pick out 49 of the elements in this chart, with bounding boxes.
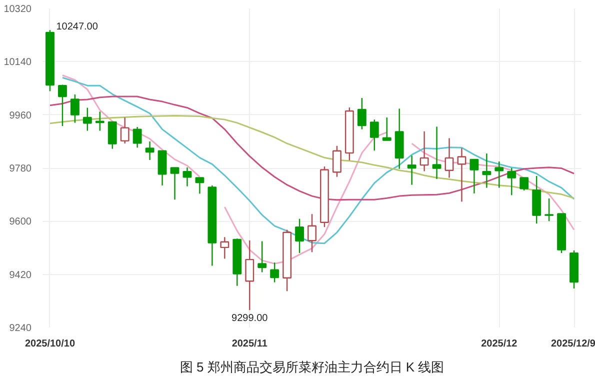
x-tick-label: 2025/11: [232, 338, 268, 350]
candlestick: [145, 140, 154, 161]
candlestick: [270, 262, 280, 283]
candlestick: [258, 240, 267, 273]
candlestick: [470, 158, 479, 194]
candlestick: [95, 110, 104, 132]
candlestick: [170, 167, 180, 200]
y-tick-label: 10320: [4, 4, 32, 15]
candlestick: [520, 177, 529, 192]
candlestick: [245, 240, 254, 311]
line-series: [49, 114, 575, 199]
candlestick: [220, 236, 230, 260]
y-tick-label: 10140: [4, 57, 32, 68]
x-tick-label: 2025/12/9: [551, 338, 595, 350]
candlestick: [120, 116, 130, 144]
y-tick-label: 9780: [9, 164, 32, 174]
candlestick: [357, 97, 366, 130]
candlestick: [457, 148, 466, 202]
annotation: 9299.00: [232, 313, 268, 324]
candlestick: [370, 118, 379, 152]
candlestick: [494, 160, 504, 188]
candlestick: [507, 167, 516, 196]
candlestick: [332, 145, 342, 178]
line-series: [49, 96, 575, 201]
y-tick-label: 9240: [9, 323, 32, 334]
candlestick: [70, 94, 80, 124]
y-tick-label: 9420: [9, 270, 32, 281]
candlestick: [132, 126, 142, 148]
candlestick: [295, 218, 304, 254]
text: 图 5 郑州商品交易所菜籽油主力合约日 K 线图: [180, 360, 444, 374]
candlestick: [108, 121, 117, 150]
candlestick: [182, 166, 192, 187]
y-tick-label: 9960: [9, 110, 32, 122]
candlestick: [58, 84, 67, 127]
candlestick: [308, 213, 316, 253]
x-tick-label: 2025/12: [481, 338, 518, 350]
annotation: 10247.00: [56, 22, 98, 33]
candlestick: [444, 138, 454, 178]
candlestick: [158, 150, 167, 186]
candlestick: [407, 154, 416, 186]
candlestick: [482, 152, 492, 188]
candlestick: [420, 130, 429, 172]
candlestick: [544, 198, 554, 222]
y-tick-label: 9600: [9, 216, 32, 228]
candlestick: [195, 177, 204, 194]
candlestick: [382, 116, 392, 141]
x-tick-label: 2025/10/10: [24, 338, 76, 350]
candlestick: [432, 126, 442, 180]
candlestick: [82, 107, 92, 132]
